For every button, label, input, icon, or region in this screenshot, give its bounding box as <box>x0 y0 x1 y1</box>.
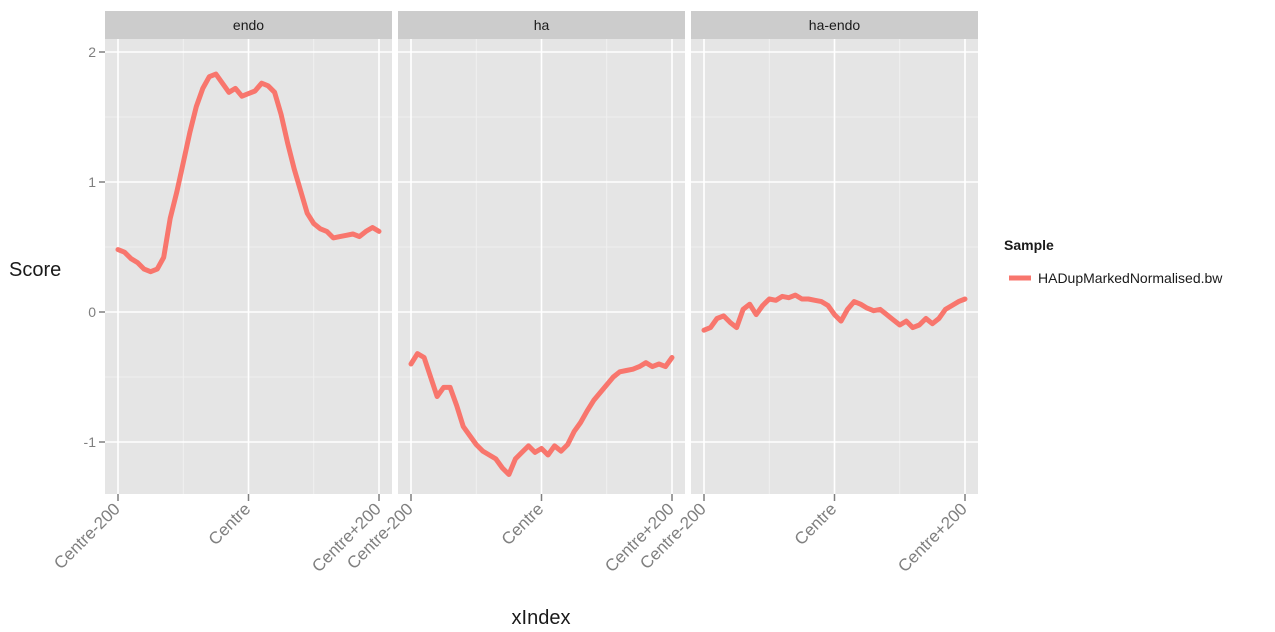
x-tick-label: Centre <box>205 499 255 549</box>
x-tick-label: Centre <box>498 499 548 549</box>
y-axis-title: Score <box>9 259 61 281</box>
y-tick-label: 2 <box>88 44 96 60</box>
legend-entry-label: HADupMarkedNormalised.bw <box>1038 270 1223 286</box>
facet-strip-label: ha-endo <box>809 17 861 33</box>
y-axis: -1 0 1 2 <box>84 44 105 450</box>
legend-title: Sample <box>1004 237 1054 253</box>
y-tick-label: 1 <box>88 174 96 190</box>
series-line-ha-endo <box>701 292 968 333</box>
facet-strip <box>105 11 392 39</box>
y-tick-label: 0 <box>88 304 96 320</box>
x-tick-label: Centre <box>791 499 841 549</box>
legend: Sample HADupMarkedNormalised.bw <box>1004 237 1223 286</box>
x-tick-label: Centre-200 <box>50 499 124 573</box>
facet-strip <box>691 11 978 39</box>
facet-strip <box>398 11 685 39</box>
x-axis-title: xIndex <box>512 607 571 629</box>
facet-strip-label: endo <box>233 17 264 33</box>
series-line-ha <box>408 351 675 477</box>
facet-strip-label: ha <box>534 17 550 33</box>
series-line-endo <box>115 71 382 275</box>
x-tick-label: Centre+200 <box>894 499 971 576</box>
y-tick-label: -1 <box>84 434 97 450</box>
